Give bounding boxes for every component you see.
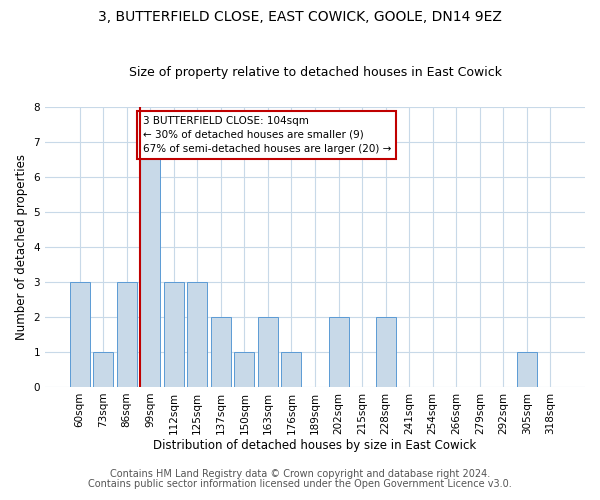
Y-axis label: Number of detached properties: Number of detached properties — [15, 154, 28, 340]
Bar — [258, 317, 278, 387]
Bar — [329, 317, 349, 387]
Title: Size of property relative to detached houses in East Cowick: Size of property relative to detached ho… — [128, 66, 502, 80]
Bar — [211, 317, 231, 387]
Bar — [140, 142, 160, 387]
Text: Contains public sector information licensed under the Open Government Licence v3: Contains public sector information licen… — [88, 479, 512, 489]
Text: 3, BUTTERFIELD CLOSE, EAST COWICK, GOOLE, DN14 9EZ: 3, BUTTERFIELD CLOSE, EAST COWICK, GOOLE… — [98, 10, 502, 24]
Bar — [517, 352, 537, 387]
Bar — [116, 282, 137, 387]
Bar — [187, 282, 208, 387]
Bar — [376, 317, 395, 387]
Text: 3 BUTTERFIELD CLOSE: 104sqm
← 30% of detached houses are smaller (9)
67% of semi: 3 BUTTERFIELD CLOSE: 104sqm ← 30% of det… — [143, 116, 391, 154]
Bar — [93, 352, 113, 387]
Bar — [70, 282, 89, 387]
X-axis label: Distribution of detached houses by size in East Cowick: Distribution of detached houses by size … — [154, 440, 476, 452]
Bar — [235, 352, 254, 387]
Text: Contains HM Land Registry data © Crown copyright and database right 2024.: Contains HM Land Registry data © Crown c… — [110, 469, 490, 479]
Bar — [281, 352, 301, 387]
Bar — [164, 282, 184, 387]
